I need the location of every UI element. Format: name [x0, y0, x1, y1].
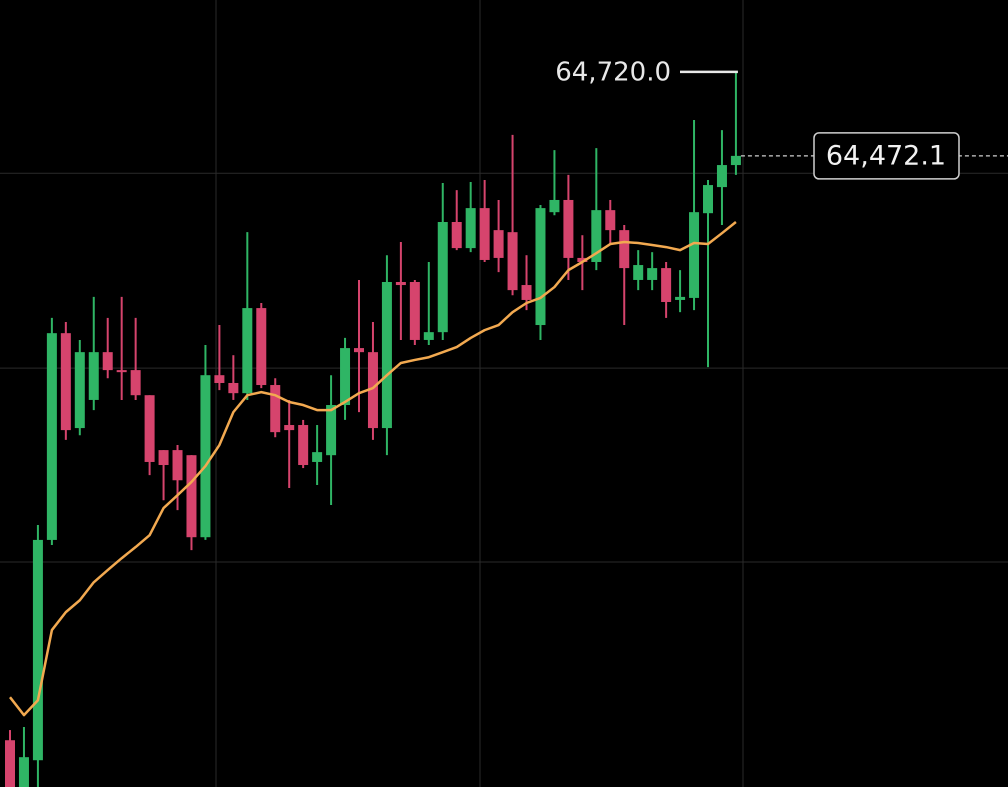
candle-body [381, 281, 392, 429]
candle-body [158, 450, 169, 466]
candle-body [256, 308, 267, 386]
candle-body [437, 222, 448, 333]
candle-body [270, 385, 281, 433]
candle-body [661, 268, 672, 302]
candle-body [479, 208, 490, 260]
candle-body [312, 452, 323, 462]
candle-body [186, 455, 197, 538]
candle-body [200, 375, 211, 538]
candle-body [563, 199, 574, 258]
candle-body [716, 165, 727, 188]
candle-body [130, 370, 141, 396]
moving-average-line [9, 221, 737, 717]
candle-body [493, 230, 504, 258]
candle-body [326, 405, 337, 456]
candle-body [74, 352, 85, 429]
candle-body [633, 265, 644, 280]
candle-body [354, 348, 364, 353]
candle-body [647, 268, 658, 280]
candle-body [619, 230, 630, 269]
candle-body [465, 208, 476, 249]
candle-body [284, 425, 295, 431]
candle-body [521, 285, 532, 300]
candle-body [423, 332, 434, 340]
last-price-label: 64,472.1 [826, 140, 946, 171]
candle-body [214, 375, 225, 383]
candle-body [689, 212, 700, 298]
candle-body [507, 232, 518, 291]
candle-body [409, 281, 420, 340]
candle-body [730, 155, 741, 166]
candle-body [32, 539, 43, 761]
candle-body [88, 352, 99, 400]
candle-body [591, 210, 602, 262]
last-price-box [813, 132, 960, 180]
candle-body [675, 296, 686, 300]
candle-body [451, 222, 462, 249]
candle-body [395, 281, 406, 286]
candle-body [298, 425, 309, 466]
candle-body [535, 208, 546, 326]
candle-body [340, 348, 351, 406]
candle-body [577, 257, 588, 262]
candle-body [367, 352, 378, 429]
candle-body [242, 308, 253, 394]
candle-body [102, 352, 113, 371]
candle-body [5, 740, 15, 787]
candle-body [60, 333, 71, 431]
candle-body [46, 333, 57, 540]
candle-body [549, 199, 560, 213]
high-marker-label: 64,720.0 [555, 57, 671, 87]
candle-body [172, 450, 183, 481]
candle-body [228, 382, 239, 394]
candle-body [605, 210, 616, 231]
candle-body [18, 757, 29, 787]
candle-body [116, 370, 127, 373]
candle-body [703, 185, 713, 214]
candle-body [144, 395, 155, 462]
